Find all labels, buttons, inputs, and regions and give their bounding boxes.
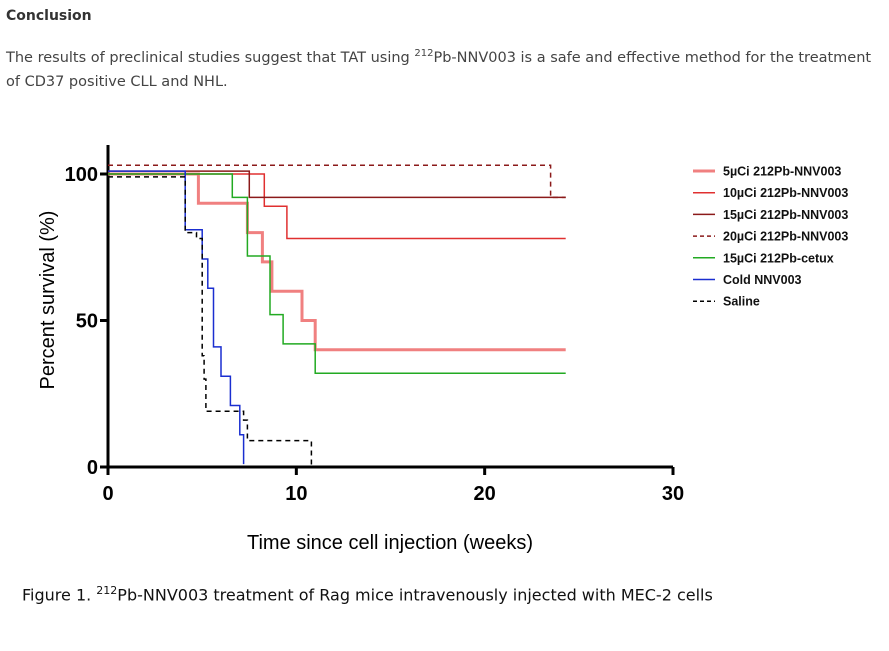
legend-label-3: 20µCi 212Pb-NNV003 xyxy=(723,230,848,244)
series-line-0 xyxy=(108,172,566,352)
x-tick-label: 30 xyxy=(662,483,684,505)
conclusion-text-pre: The results of preclinical studies sugge… xyxy=(6,49,415,66)
x-tick-label: 10 xyxy=(285,483,307,505)
legend-label-2: 15µCi 212Pb-NNV003 xyxy=(723,208,848,222)
series-line-6 xyxy=(108,176,313,467)
legend-label-5: Cold NNV003 xyxy=(723,273,802,287)
caption-prefix: Figure 1. xyxy=(22,585,97,605)
caption-superscript: 212 xyxy=(96,584,118,597)
legend-label-1: 10µCi 212Pb-NNV003 xyxy=(723,186,848,200)
y-tick-label: 50 xyxy=(76,311,98,333)
series-line-3 xyxy=(108,164,566,199)
y-axis-label: Percent survival (%) xyxy=(37,211,59,390)
series-line-4 xyxy=(108,173,566,374)
section-heading: Conclusion xyxy=(6,8,92,24)
conclusion-text-post: Pb-NNV003 is a safe and effective method… xyxy=(6,49,872,90)
series-line-5 xyxy=(108,170,245,465)
caption-text: Pb-NNV003 treatment of Rag mice intraven… xyxy=(117,585,713,605)
legend-label-4: 15µCi 212Pb-cetux xyxy=(723,251,834,265)
x-tick-label: 20 xyxy=(474,483,496,505)
x-axis-label: Time since cell injection (weeks) xyxy=(247,532,533,554)
conclusion-superscript: 212 xyxy=(414,48,434,59)
figure-caption: Figure 1. 212Pb-NNV003 treatment of Rag … xyxy=(22,584,713,604)
legend-label-6: Saline xyxy=(723,295,760,309)
conclusion-paragraph: The results of preclinical studies sugge… xyxy=(6,42,876,94)
legend-label-0: 5µCi 212Pb-NNV003 xyxy=(723,165,841,179)
x-tick-label: 0 xyxy=(102,483,113,505)
series-line-1 xyxy=(108,173,566,240)
y-tick-label: 100 xyxy=(65,164,98,186)
y-tick-label: 0 xyxy=(87,457,98,479)
